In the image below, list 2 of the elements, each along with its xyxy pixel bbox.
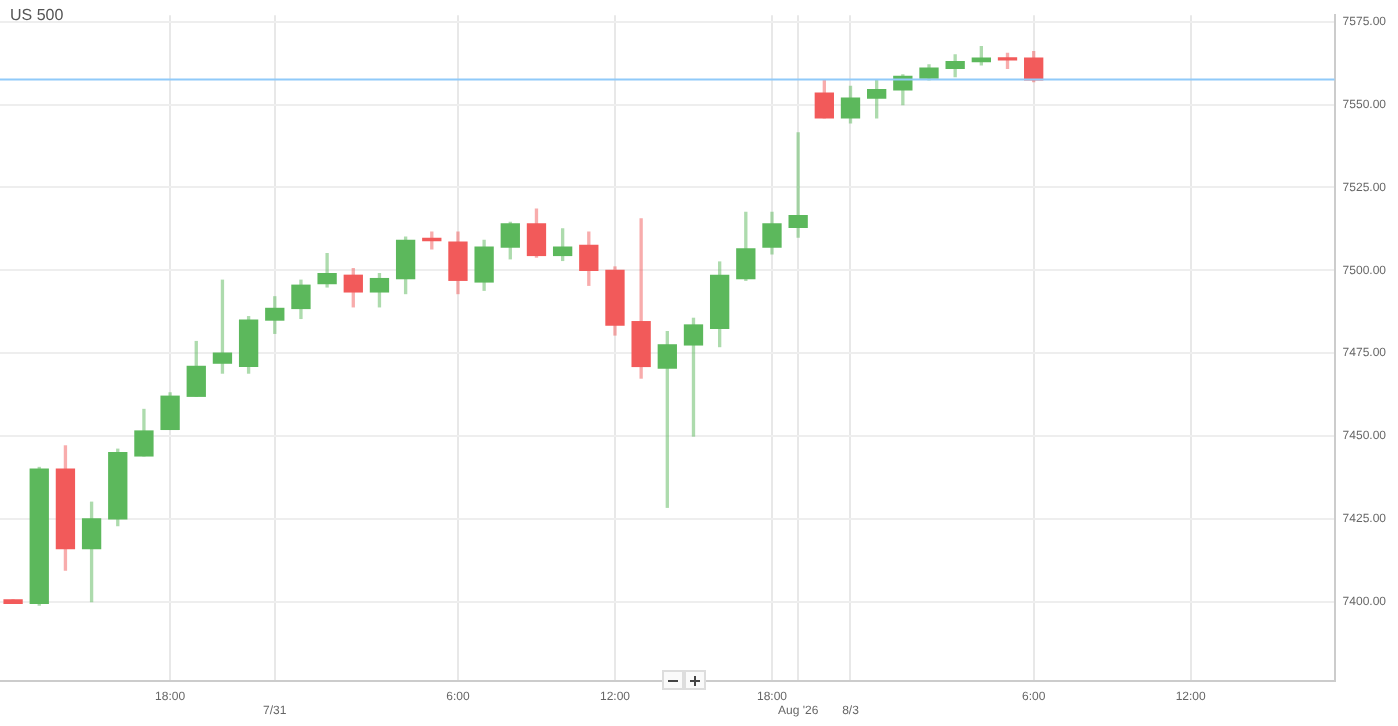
candlestick bbox=[788, 132, 808, 238]
chart-title: US 500 bbox=[10, 6, 64, 24]
